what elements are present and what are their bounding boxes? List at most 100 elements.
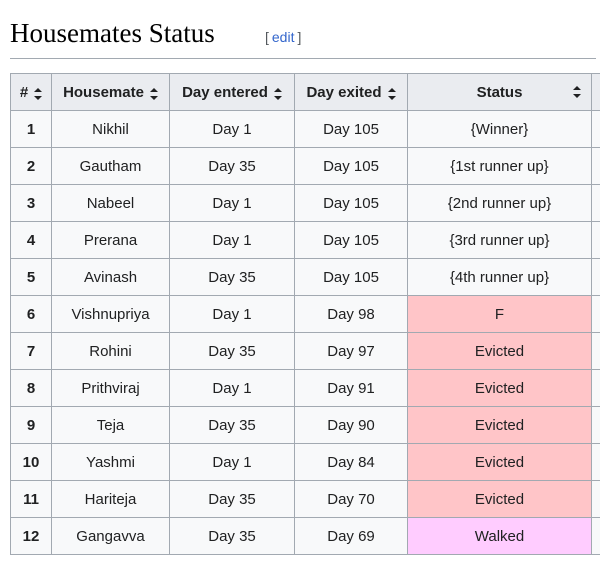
row-number: 12 xyxy=(10,517,52,555)
table-header-row: # Housemate Day entered Day exited Statu… xyxy=(10,73,600,111)
status-cell: Evicted xyxy=(407,369,592,407)
edit-bracket-close: ] xyxy=(297,29,302,45)
extra-cell xyxy=(591,110,600,148)
day-exited: Day 84 xyxy=(294,443,408,481)
day-entered: Day 35 xyxy=(169,406,295,444)
table-row: 11 Hariteja Day 35 Day 70 Evicted xyxy=(10,480,600,518)
day-entered: Day 35 xyxy=(169,258,295,296)
header-housemate[interactable]: Housemate xyxy=(51,73,170,111)
row-number: 1 xyxy=(10,110,52,148)
extra-cell xyxy=(591,221,600,259)
row-number: 9 xyxy=(10,406,52,444)
extra-cell xyxy=(591,443,600,481)
extra-cell xyxy=(591,295,600,333)
table-row: 9 Teja Day 35 Day 90 Evicted xyxy=(10,406,600,444)
housemate-name: Avinash xyxy=(51,258,170,296)
table-row: 2 Gautham Day 35 Day 105 {1st runner up} xyxy=(10,147,600,185)
row-number: 8 xyxy=(10,369,52,407)
sort-icon[interactable] xyxy=(573,86,581,98)
extra-cell xyxy=(591,517,600,555)
housemate-name: Rohini xyxy=(51,332,170,370)
header-day-entered[interactable]: Day entered xyxy=(169,73,295,111)
edit-link[interactable]: edit xyxy=(271,29,295,45)
day-exited: Day 97 xyxy=(294,332,408,370)
housemate-name: Prerana xyxy=(51,221,170,259)
row-number: 3 xyxy=(10,184,52,222)
day-exited: Day 69 xyxy=(294,517,408,555)
status-cell: {4th runner up} xyxy=(407,258,592,296)
day-entered: Day 1 xyxy=(169,369,295,407)
table-body: 1 Nikhil Day 1 Day 105 {Winner} 2 Gautham Day 3… xyxy=(10,110,600,555)
status-cell: {1st runner up} xyxy=(407,147,592,185)
day-entered: Day 1 xyxy=(169,295,295,333)
row-number: 11 xyxy=(10,480,52,518)
status-cell: Evicted xyxy=(407,480,592,518)
table-container: # Housemate Day entered Day exited Statu… xyxy=(10,73,600,561)
day-entered: Day 35 xyxy=(169,517,295,555)
header-housemate-label: Housemate xyxy=(63,83,144,101)
housemate-name: Nikhil xyxy=(51,110,170,148)
header-number[interactable]: # xyxy=(10,73,52,111)
housemate-name: Vishnupriya xyxy=(51,295,170,333)
extra-cell xyxy=(591,369,600,407)
header-day-exited[interactable]: Day exited xyxy=(294,73,408,111)
row-number: 10 xyxy=(10,443,52,481)
row-number: 5 xyxy=(10,258,52,296)
section-title: Housemates Status xyxy=(10,18,215,48)
day-entered: Day 1 xyxy=(169,443,295,481)
day-entered: Day 1 xyxy=(169,221,295,259)
extra-cell xyxy=(591,147,600,185)
status-cell: {Winner} xyxy=(407,110,592,148)
table-row: 5 Avinash Day 35 Day 105 {4th runner up} xyxy=(10,258,600,296)
header-day-exited-label: Day exited xyxy=(306,83,382,101)
status-cell: F xyxy=(407,295,592,333)
table-row: 12 Gangavva Day 35 Day 69 Walked xyxy=(10,517,600,555)
header-day-entered-label: Day entered xyxy=(182,83,268,101)
extra-cell xyxy=(591,480,600,518)
header-status[interactable]: Status xyxy=(407,73,592,111)
extra-cell xyxy=(591,332,600,370)
housemate-name: Hariteja xyxy=(51,480,170,518)
housemate-name: Gangavva xyxy=(51,517,170,555)
status-cell: Evicted xyxy=(407,332,592,370)
table-row: 3 Nabeel Day 1 Day 105 {2nd runner up} xyxy=(10,184,600,222)
housemate-name: Gautham xyxy=(51,147,170,185)
row-number: 4 xyxy=(10,221,52,259)
table-row: 6 Vishnupriya Day 1 Day 98 F xyxy=(10,295,600,333)
housemate-name: Teja xyxy=(51,406,170,444)
extra-cell xyxy=(591,184,600,222)
table-row: 4 Prerana Day 1 Day 105 {3rd runner up} xyxy=(10,221,600,259)
status-cell: Evicted xyxy=(407,406,592,444)
section-heading: Housemates Status [edit] xyxy=(10,14,596,59)
header-extra[interactable] xyxy=(591,73,600,111)
day-exited: Day 91 xyxy=(294,369,408,407)
table-row: 1 Nikhil Day 1 Day 105 {Winner} xyxy=(10,110,600,148)
row-number: 7 xyxy=(10,332,52,370)
day-entered: Day 35 xyxy=(169,147,295,185)
status-cell: Walked xyxy=(407,517,592,555)
sort-icon[interactable] xyxy=(387,87,396,100)
day-entered: Day 35 xyxy=(169,332,295,370)
sort-icon[interactable] xyxy=(149,87,158,100)
edit-bracket-open: [ xyxy=(265,29,269,45)
housemate-name: Nabeel xyxy=(51,184,170,222)
day-entered: Day 35 xyxy=(169,480,295,518)
sort-icon[interactable] xyxy=(273,87,282,100)
housemates-table: # Housemate Day entered Day exited Statu… xyxy=(10,73,600,555)
table-row: 8 Prithviraj Day 1 Day 91 Evicted xyxy=(10,369,600,407)
status-cell: Evicted xyxy=(407,443,592,481)
day-entered: Day 1 xyxy=(169,184,295,222)
row-number: 6 xyxy=(10,295,52,333)
header-number-label: # xyxy=(19,83,29,101)
day-exited: Day 105 xyxy=(294,184,408,222)
edit-section: [edit] xyxy=(265,29,301,45)
table-row: 7 Rohini Day 35 Day 97 Evicted xyxy=(10,332,600,370)
day-exited: Day 98 xyxy=(294,295,408,333)
day-exited: Day 105 xyxy=(294,147,408,185)
status-cell: {2nd runner up} xyxy=(407,184,592,222)
header-status-label: Status xyxy=(476,83,523,101)
sort-icon[interactable] xyxy=(34,87,43,100)
table-row: 10 Yashmi Day 1 Day 84 Evicted xyxy=(10,443,600,481)
day-exited: Day 90 xyxy=(294,406,408,444)
housemate-name: Prithviraj xyxy=(51,369,170,407)
